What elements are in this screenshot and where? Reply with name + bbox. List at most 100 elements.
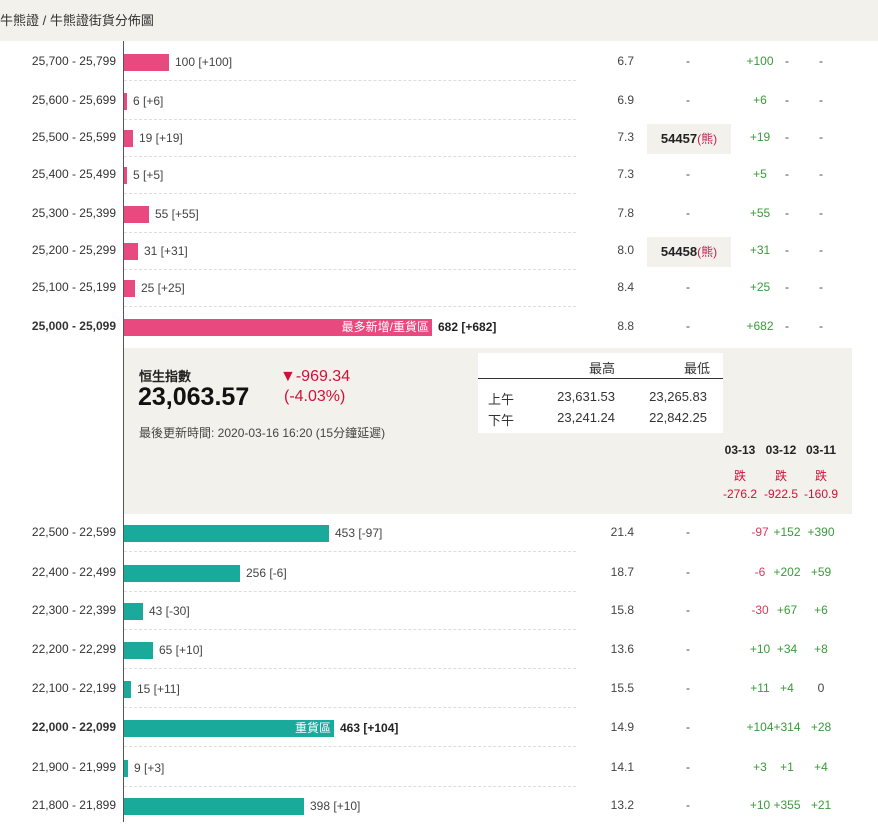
index-panel: 恒生指數 23,063.57 ▼-969.34 (-4.03%) 最後更新時間:…	[124, 348, 852, 514]
change-cell: +4	[780, 681, 794, 695]
change-cell: +10	[749, 642, 771, 656]
ratio-cell: 8.0	[617, 243, 634, 257]
warrant-code[interactable]: 54457(熊)	[647, 124, 731, 154]
bull-bar[interactable]	[124, 603, 143, 620]
bull-bar[interactable]	[124, 642, 153, 659]
price-range: 22,300 - 22,399	[31, 603, 116, 617]
price-range: 25,200 - 25,299	[31, 243, 116, 257]
bar-value-label: 43 [-30]	[149, 604, 190, 618]
table-row: 22,100 - 22,199 15 [+11] 15.5 - +11 +4 0	[0, 669, 878, 708]
warrant-code-empty: -	[686, 760, 690, 774]
bull-bar[interactable]	[124, 720, 334, 737]
ratio-cell: 13.2	[610, 798, 634, 812]
table-row: 25,400 - 25,499 5 [+5] 7.3 - +5 - -	[0, 155, 878, 194]
bear-bar[interactable]	[124, 243, 138, 260]
ratio-cell: 21.4	[610, 525, 634, 539]
bar-value-label: 463 [+104]	[340, 721, 399, 735]
day-change: -922.5	[763, 487, 799, 501]
high-header: 最高	[588, 361, 615, 376]
bear-bar[interactable]	[124, 206, 149, 223]
ratio-cell: 13.6	[610, 642, 634, 656]
price-range: 22,200 - 22,299	[31, 642, 116, 656]
warrant-type: (熊)	[697, 132, 718, 146]
row-divider	[124, 156, 576, 157]
change-cell: -	[819, 206, 823, 220]
am-high: 23,631.53	[557, 389, 615, 404]
ratio-cell: 7.3	[617, 167, 634, 181]
table-row: 22,200 - 22,299 65 [+10] 13.6 - +10 +34 +8	[0, 630, 878, 669]
bear-bar[interactable]	[124, 167, 127, 184]
change-cell: -	[785, 54, 789, 68]
change-cell: -97	[751, 525, 769, 539]
ratio-cell: 6.7	[617, 54, 634, 68]
change-cell: +355	[773, 798, 801, 812]
row-divider	[124, 786, 576, 787]
warrant-code-empty: -	[686, 681, 690, 695]
warrant-code-number: 54458	[660, 244, 698, 259]
table-row: 25,300 - 25,399 55 [+55] 7.8- +55- -	[0, 194, 878, 233]
warrant-code-empty: -	[686, 603, 690, 617]
table-row: 25,700 - 25,799 100 [+100] 6.7- +100- -	[0, 42, 878, 81]
bull-bar[interactable]	[124, 565, 240, 582]
row-divider	[124, 306, 576, 307]
bear-bar[interactable]	[124, 54, 169, 71]
bar-value-label: 55 [+55]	[155, 207, 199, 221]
bar-value-label: 65 [+10]	[159, 643, 203, 657]
change-cell: +25	[749, 280, 771, 294]
warrant-code-empty: -	[686, 720, 690, 734]
ratio-cell: 7.8	[617, 206, 634, 220]
pm-label: 下午	[488, 413, 515, 428]
bull-bar[interactable]	[124, 798, 304, 815]
change-cell: -	[819, 319, 823, 333]
change-cell: +31	[749, 243, 771, 257]
bull-bar[interactable]	[124, 525, 329, 542]
bear-bar[interactable]	[124, 319, 432, 336]
price-range: 25,700 - 25,799	[31, 54, 116, 68]
change-cell: -	[819, 54, 823, 68]
bear-bar[interactable]	[124, 130, 133, 147]
change-cell: +19	[749, 130, 771, 144]
ratio-cell: 14.9	[610, 720, 634, 734]
bar-value-label: 453 [-97]	[335, 526, 383, 540]
index-value: 23,063.57	[138, 383, 250, 411]
change-cell: -	[819, 130, 823, 144]
change-cell: +1	[780, 760, 794, 774]
pm-low: 22,842.25	[649, 410, 707, 425]
change-cell: -	[785, 280, 789, 294]
bear-bar[interactable]	[124, 93, 127, 110]
warrant-type: (熊)	[697, 245, 718, 259]
warrant-code[interactable]: 54458(熊)	[647, 237, 731, 267]
bear-bar[interactable]	[124, 280, 135, 297]
price-range: 22,100 - 22,199	[31, 681, 116, 695]
bull-bar[interactable]	[124, 681, 131, 698]
change-cell: -	[785, 93, 789, 107]
price-range: 25,600 - 25,699	[31, 93, 116, 107]
price-range: 25,100 - 25,199	[31, 280, 116, 294]
day-change: -160.9	[803, 487, 839, 501]
table-row: 25,600 - 25,699 6 [+6] 6.9 - +6 - -	[0, 81, 878, 120]
bar-value-label: 682 [+682]	[438, 320, 497, 334]
change-cell: -	[819, 93, 823, 107]
change-cell: -6	[754, 565, 766, 579]
bar-value-label: 100 [+100]	[175, 55, 233, 69]
change-cell: +28	[810, 720, 832, 734]
price-range: 25,000 - 25,099	[31, 319, 116, 333]
low-header: 最低	[683, 361, 710, 376]
bar-value-label: 398 [+10]	[310, 799, 361, 813]
price-range: 22,500 - 22,599	[31, 525, 116, 539]
bar-value-label: 15 [+11]	[137, 682, 180, 696]
bull-bar[interactable]	[124, 760, 128, 777]
bar-tag: 最多新增/重貨區	[341, 320, 429, 334]
pm-high: 23,241.24	[557, 410, 615, 425]
change-cell: +59	[810, 565, 832, 579]
change-cell: -	[785, 167, 789, 181]
table-row: 21,900 - 21,999 9 [+3] 14.1 - +3 +1 +4	[0, 748, 878, 787]
table-row: 25,100 - 25,199 25 [+25] 8.4- +25- -	[0, 268, 878, 307]
change-cell: -	[819, 243, 823, 257]
row-divider	[124, 269, 576, 270]
change-cell: +10	[749, 798, 771, 812]
row-divider	[124, 591, 576, 592]
price-range: 25,500 - 25,599	[31, 130, 116, 144]
bar-value-label: 256 [-6]	[246, 566, 287, 580]
high-low-header: 最高 最低	[478, 353, 723, 379]
